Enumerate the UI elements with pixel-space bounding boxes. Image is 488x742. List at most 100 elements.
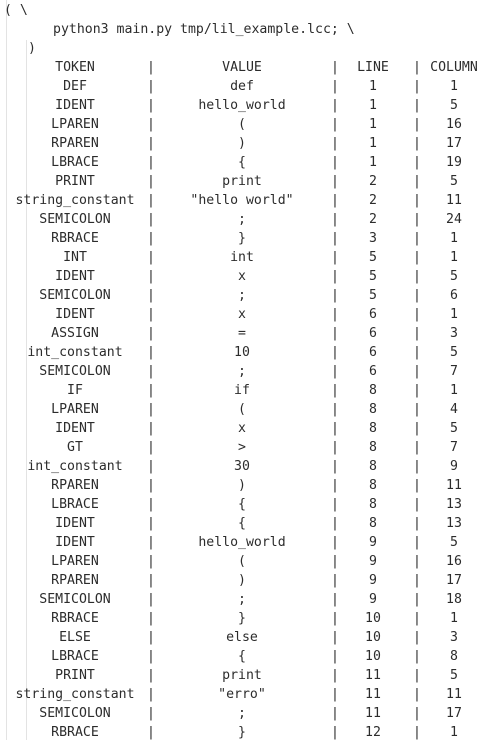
column-cell: 11: [446, 478, 462, 493]
column-separator: |: [147, 535, 155, 550]
column-separator: |: [331, 364, 339, 379]
value-cell: ): [238, 478, 246, 493]
line-cell: 12: [365, 725, 381, 740]
value-cell: if: [234, 383, 250, 398]
line-cell: 10: [365, 649, 381, 664]
column-cell: 17: [446, 706, 462, 721]
column-separator: |: [331, 440, 339, 455]
token-cell: RPAREN: [51, 573, 99, 588]
table-row: SEMICOLON; 9 18 | | |: [0, 590, 488, 609]
column-separator: |: [147, 288, 155, 303]
table-row: RPAREN) 8 11 | | |: [0, 476, 488, 495]
column-separator: |: [147, 155, 155, 170]
value-cell: =: [238, 326, 246, 341]
column-separator: |: [413, 725, 421, 740]
column-separator: |: [147, 174, 155, 189]
column-cell: 1: [450, 79, 458, 94]
token-cell: IDENT: [55, 516, 95, 531]
column-separator: |: [413, 212, 421, 227]
column-separator: |: [413, 535, 421, 550]
header-line-cell: LINE: [357, 60, 389, 75]
value-cell: ;: [238, 706, 246, 721]
column-separator: |: [331, 516, 339, 531]
column-separator: |: [413, 231, 421, 246]
header-value-cell: VALUE: [222, 60, 262, 75]
token-cell: int_constant: [27, 459, 123, 474]
column-cell: 7: [450, 440, 458, 455]
column-cell: 18: [446, 592, 462, 607]
table-row: IDENT {8 13 | | |: [0, 514, 488, 533]
line-cell: 8: [369, 402, 377, 417]
column-separator: |: [331, 212, 339, 227]
column-separator: |: [331, 592, 339, 607]
column-separator: |: [147, 269, 155, 284]
table-row: SEMICOLON; 11 17 | | |: [0, 704, 488, 723]
column-separator: |: [331, 193, 339, 208]
token-cell: RPAREN: [51, 136, 99, 151]
column-separator: |: [331, 630, 339, 645]
column-separator: |: [413, 117, 421, 132]
column-separator: |: [147, 212, 155, 227]
column-separator: |: [413, 383, 421, 398]
token-cell: IDENT: [55, 421, 95, 436]
token-cell: RPAREN: [51, 478, 99, 493]
column-cell: 5: [450, 668, 458, 683]
column-cell: 7: [450, 364, 458, 379]
table-row: LPAREN (1 16 | | |: [0, 115, 488, 134]
line-cell: 2: [369, 193, 377, 208]
column-separator: |: [147, 98, 155, 113]
column-separator: |: [413, 326, 421, 341]
line-cell: 9: [369, 573, 377, 588]
value-cell: "hello world": [190, 193, 294, 208]
table-row: RBRACE} 10 1 | | |: [0, 609, 488, 628]
column-separator: |: [147, 687, 155, 702]
column-separator: |: [331, 554, 339, 569]
table-row: IDENT x 5 5 | | |: [0, 267, 488, 286]
column-separator: |: [331, 497, 339, 512]
table-row: DEF def 1 1 | | |: [0, 77, 488, 96]
line-cell: 8: [369, 383, 377, 398]
column-cell: 3: [450, 326, 458, 341]
column-separator: |: [331, 535, 339, 550]
column-separator: |: [147, 193, 155, 208]
column-cell: 11: [446, 687, 462, 702]
line-cell: 6: [369, 345, 377, 360]
value-cell: print: [222, 174, 262, 189]
line-cell: 8: [369, 497, 377, 512]
value-cell: x: [238, 269, 246, 284]
table-row: int_constant 30 8 9 | | |: [0, 457, 488, 476]
column-separator: |: [413, 193, 421, 208]
column-separator: |: [413, 250, 421, 265]
value-cell: }: [238, 725, 246, 740]
column-separator: |: [147, 611, 155, 626]
value-cell: {: [238, 516, 246, 531]
column-separator: |: [147, 136, 155, 151]
value-cell: 30: [234, 459, 250, 474]
value-cell: }: [238, 611, 246, 626]
token-cell: IDENT: [55, 307, 95, 322]
value-cell: (: [238, 554, 246, 569]
column-separator: |: [331, 383, 339, 398]
column-separator: |: [413, 478, 421, 493]
table-row: LBRACE {8 13 | | |: [0, 495, 488, 514]
value-cell: ;: [238, 288, 246, 303]
column-cell: 24: [446, 212, 462, 227]
token-cell: SEMICOLON: [39, 212, 111, 227]
column-cell: 11: [446, 193, 462, 208]
column-separator: |: [331, 611, 339, 626]
token-cell: LBRACE: [51, 155, 99, 170]
column-cell: 1: [450, 250, 458, 265]
table-row: ELSE else 10 3 | | |: [0, 628, 488, 647]
column-separator: |: [331, 345, 339, 360]
token-cell: LBRACE: [51, 497, 99, 512]
column-separator: |: [331, 174, 339, 189]
column-cell: 6: [450, 288, 458, 303]
column-separator: |: [413, 345, 421, 360]
value-cell: x: [238, 307, 246, 322]
value-cell: {: [238, 155, 246, 170]
table-row: SEMICOLON; 5 6 | | |: [0, 286, 488, 305]
line-cell: 1: [369, 155, 377, 170]
column-separator: |: [331, 269, 339, 284]
column-separator: |: [413, 687, 421, 702]
column-separator: |: [147, 326, 155, 341]
